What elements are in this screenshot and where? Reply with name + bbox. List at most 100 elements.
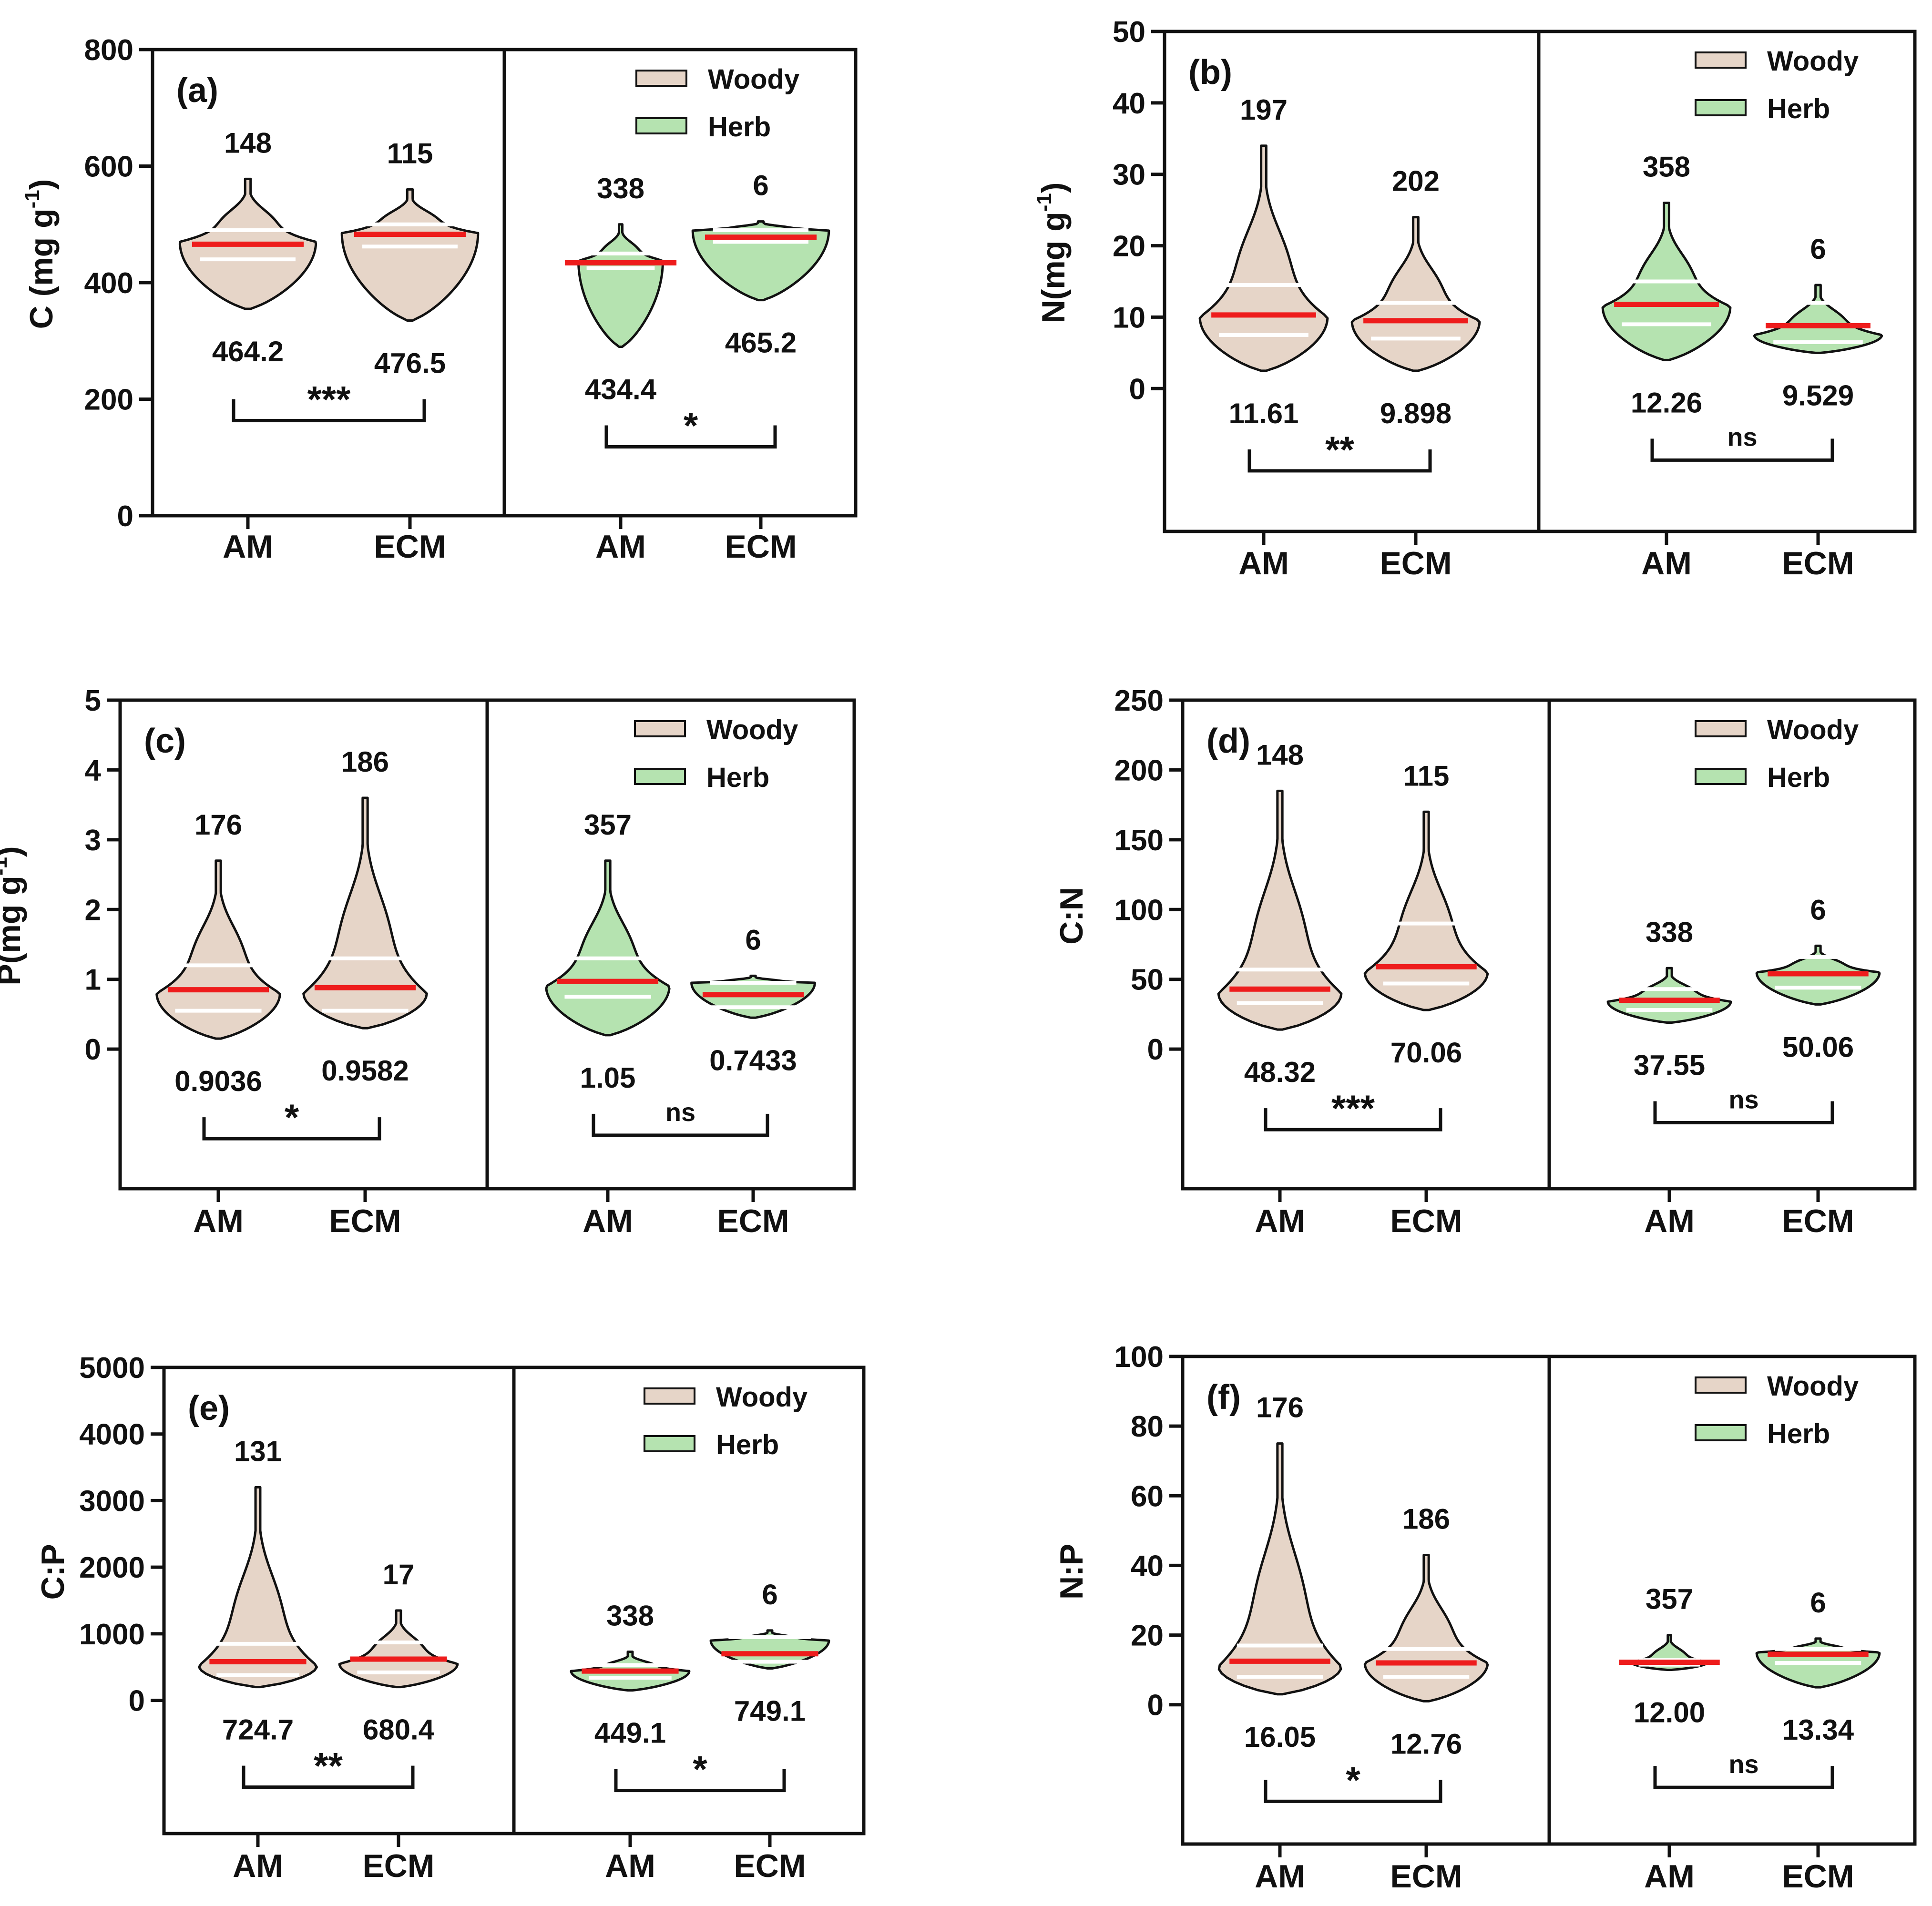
violin-woody-am: 131 724.7	[198, 1435, 318, 1746]
x-tick-label: AM	[1255, 1858, 1305, 1895]
x-tick-label: ECM	[1782, 545, 1854, 581]
y-tick-label: 80	[1131, 1410, 1164, 1443]
violin-body	[155, 859, 281, 1040]
panel-label: (d)	[1206, 722, 1250, 760]
x-tick-label: AM	[1641, 545, 1692, 581]
panel-label: (c)	[144, 722, 186, 760]
legend-swatch-woody	[1695, 1376, 1747, 1394]
mean-value-label: 0.9582	[321, 1055, 409, 1087]
y-tick-label: 0	[85, 1033, 101, 1066]
significance-bracket	[1653, 1766, 1834, 1789]
x-tick-label: AM	[595, 529, 646, 565]
significance-label: ns	[665, 1098, 695, 1127]
panel-f: 0 20 40 60 80 100 N:P (f) Woody Herb AM ECM AM ECM 176…	[1053, 1341, 1917, 1895]
sample-size-label: 131	[234, 1435, 282, 1467]
significance-label: ns	[1727, 423, 1757, 451]
x-tick-label: AM	[1644, 1203, 1695, 1239]
violin-body	[340, 188, 480, 322]
significance-label: ns	[1728, 1086, 1758, 1114]
significance-label: *	[693, 1748, 707, 1790]
legend-swatch-herb	[635, 117, 687, 134]
significance-bracket	[604, 425, 777, 448]
violin-woody-am: 148 464.2	[178, 127, 317, 367]
legend-label-woody: Woody	[716, 1382, 808, 1413]
violin-body	[1198, 144, 1329, 372]
violin-herb-ecm: 613.34	[1755, 1587, 1881, 1746]
x-tick-label: ECM	[725, 529, 797, 565]
panel-label: (b)	[1188, 53, 1232, 92]
sample-size-label: 186	[1402, 1503, 1450, 1535]
legend-swatch-herb	[1695, 1424, 1747, 1441]
y-tick-label: 5000	[79, 1352, 145, 1385]
violin-woody-ecm: 17 680.4	[338, 1559, 459, 1746]
y-tick-label: 2000	[79, 1551, 145, 1584]
significance-bracket	[232, 399, 426, 422]
violin-body	[198, 1486, 318, 1689]
y-tick-label: 0	[1147, 1033, 1164, 1066]
y-tick-label: 1000	[79, 1618, 145, 1651]
mean-value-label: 16.05	[1244, 1721, 1316, 1753]
y-tick-label: 0	[1147, 1689, 1164, 1722]
x-tick-label: ECM	[1390, 1858, 1462, 1895]
violin-body	[1350, 216, 1481, 372]
significance-bracket	[1247, 449, 1432, 473]
legend-label-woody: Woody	[1767, 46, 1859, 77]
mean-value-label: 12.76	[1390, 1728, 1462, 1760]
sample-size-label: 17	[383, 1559, 415, 1590]
legend-swatch-woody	[644, 1387, 695, 1405]
sample-size-label: 6	[1810, 233, 1826, 265]
panel-d: 0 50 100 150 200 250 C:N (d) Woody Herb AM ECM AM ECM…	[1053, 684, 1917, 1239]
violin-herb-am: 338 449.1	[570, 1600, 691, 1749]
y-axis-label: C:P	[35, 1544, 71, 1600]
x-tick-label: AM	[583, 1203, 633, 1239]
violin-herb-ecm: 650.06	[1755, 894, 1881, 1063]
y-tick-label: 150	[1114, 824, 1164, 857]
sample-size-label: 202	[1392, 165, 1440, 197]
mean-value-label: 0.9036	[174, 1065, 262, 1097]
violin-herb-ecm: 6 749.1	[709, 1579, 830, 1727]
violin-woody-ecm: 202 9.898	[1350, 165, 1481, 429]
mean-value-label: 12.00	[1634, 1697, 1705, 1729]
mean-value-label: 1.05	[580, 1062, 636, 1094]
y-tick-label: 0	[129, 1685, 145, 1718]
violin-body	[1217, 1442, 1342, 1696]
legend-swatch-woody	[635, 70, 687, 87]
sample-size-label: 6	[762, 1579, 777, 1610]
significance-bracket	[1653, 1101, 1834, 1124]
significance-label: **	[314, 1745, 343, 1787]
y-tick-label: 60	[1131, 1480, 1164, 1513]
panel-a: 0 200 400 600 800 C (mg g-1) (a) Woody Herb AM ECM…	[20, 34, 858, 565]
mean-value-label: 434.4	[585, 373, 657, 405]
x-tick-label: ECM	[374, 529, 446, 565]
violin-woody-ecm: 115 476.5	[340, 137, 480, 379]
y-tick-label: 200	[1114, 754, 1164, 787]
significance-label: ***	[1331, 1087, 1375, 1129]
x-tick-label: AM	[605, 1848, 655, 1884]
legend-label-herb: Herb	[708, 112, 771, 143]
y-tick-label: 40	[1131, 1549, 1164, 1582]
violin-herb-ecm: 6 465.2	[691, 170, 830, 359]
y-axis-label: C (mg g-1)	[20, 179, 60, 329]
y-tick-label: 250	[1114, 684, 1164, 717]
mean-value-label: 464.2	[212, 336, 284, 367]
y-tick-label: 600	[84, 151, 133, 183]
violin-woody-am: 197 11.61	[1198, 94, 1329, 429]
x-tick-label: AM	[1255, 1203, 1305, 1239]
mean-value-label: 449.1	[594, 1717, 666, 1749]
legend-swatch-woody	[634, 720, 686, 737]
y-tick-label: 4	[85, 754, 102, 787]
sample-size-label: 115	[387, 137, 433, 169]
violin-woody-ecm: 186 12.76	[1363, 1503, 1489, 1760]
legend-label-herb: Herb	[716, 1429, 779, 1460]
legend-swatch-herb	[1695, 768, 1747, 785]
sample-size-label: 338	[1646, 916, 1693, 948]
violin-herb-am: 358 12.26	[1601, 151, 1732, 418]
y-tick-label: 20	[1113, 230, 1145, 263]
x-tick-label: ECM	[717, 1203, 789, 1239]
mean-value-label: 13.34	[1782, 1714, 1854, 1746]
violin-body	[545, 859, 671, 1037]
x-tick-label: ECM	[362, 1848, 434, 1884]
legend-label-herb: Herb	[1767, 762, 1830, 793]
legend-swatch-herb	[634, 768, 686, 785]
